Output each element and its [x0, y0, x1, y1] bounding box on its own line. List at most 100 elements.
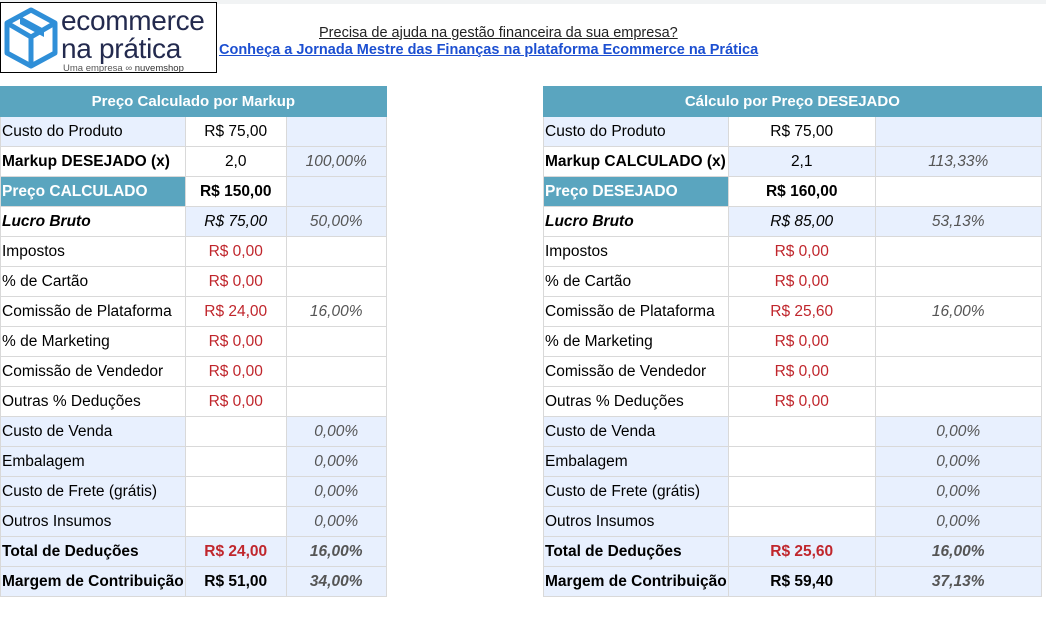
right-value-marketing: R$ 0,00: [727, 326, 876, 357]
right-label-cartao: % de Cartão: [543, 266, 729, 297]
right-value-markup: 2,1: [727, 146, 876, 177]
left-pct-insumos: 0,00%: [285, 506, 387, 537]
left-value-marketing: R$ 0,00: [184, 326, 287, 357]
right-value-frete[interactable]: [727, 476, 876, 507]
promo-question[interactable]: Precisa de ajuda na gestão financeira da…: [319, 25, 678, 41]
right-label-markup: Markup CALCULADO (x): [543, 146, 729, 177]
right-value-preco[interactable]: R$ 160,00: [727, 176, 876, 207]
right-value-insumos[interactable]: [727, 506, 876, 537]
right-pct-marketing[interactable]: [874, 326, 1042, 357]
right-label-custo-venda: Custo de Venda: [543, 416, 729, 447]
logo-sub-prefix: Uma empresa: [63, 63, 123, 74]
right-pct-embalagem: 0,00%: [874, 446, 1042, 477]
left-pct-lucro: 50,00%: [285, 206, 387, 237]
left-value-margem: R$ 51,00: [184, 566, 287, 597]
right-value-custo-produto[interactable]: R$ 75,00: [727, 116, 876, 147]
right-label-total: Total de Deduções: [543, 536, 729, 567]
left-label-cartao: % de Cartão: [0, 266, 186, 297]
right-label-comissao-plat: Comissão de Plataforma: [543, 296, 729, 327]
logo-line-1: ecommerce: [61, 5, 205, 36]
left-label-comissao-vend: Comissão de Vendedor: [0, 356, 186, 387]
nuvemshop-cloud-icon: ∞: [125, 63, 133, 74]
right-pct-impostos[interactable]: [874, 236, 1042, 267]
top-strip: [0, 0, 1046, 4]
right-pct-frete: 0,00%: [874, 476, 1042, 507]
desired-price-table-title: Cálculo por Preço DESEJADO: [543, 86, 1042, 117]
left-value-total: R$ 24,00: [184, 536, 287, 567]
left-pct-marketing[interactable]: [285, 326, 387, 357]
left-pct-margem: 34,00%: [285, 566, 387, 597]
right-label-insumos: Outros Insumos: [543, 506, 729, 537]
right-label-outras: Outras % Deduções: [543, 386, 729, 417]
left-value-lucro: R$ 75,00: [184, 206, 287, 237]
promo-link[interactable]: Conheça a Jornada Mestre das Finanças na…: [219, 42, 759, 58]
left-pct-frete: 0,00%: [285, 476, 387, 507]
left-value-cartao: R$ 0,00: [184, 266, 287, 297]
left-value-outras: R$ 0,00: [184, 386, 287, 417]
right-value-cartao: R$ 0,00: [727, 266, 876, 297]
right-value-comissao-vend: R$ 0,00: [727, 356, 876, 387]
left-value-insumos[interactable]: [184, 506, 287, 537]
right-label-custo-produto: Custo do Produto: [543, 116, 729, 147]
right-pct-margem: 37,13%: [874, 566, 1042, 597]
right-value-impostos: R$ 0,00: [727, 236, 876, 267]
right-pct-cartao[interactable]: [874, 266, 1042, 297]
right-pct-lucro: 53,13%: [874, 206, 1042, 237]
left-pct-total: 16,00%: [285, 536, 387, 567]
right-value-total: R$ 25,60: [727, 536, 876, 567]
left-label-marketing: % de Marketing: [0, 326, 186, 357]
left-pct-custo-venda: 0,00%: [285, 416, 387, 447]
left-label-comissao-plat: Comissão de Plataforma: [0, 296, 186, 327]
right-value-custo-venda[interactable]: [727, 416, 876, 447]
left-label-outras: Outras % Deduções: [0, 386, 186, 417]
right-pct-insumos: 0,00%: [874, 506, 1042, 537]
left-pct-custo-produto: [285, 116, 387, 147]
left-label-preco: Preço CALCULADO: [0, 176, 186, 207]
left-pct-cartao[interactable]: [285, 266, 387, 297]
right-value-embalagem[interactable]: [727, 446, 876, 477]
right-label-impostos: Impostos: [543, 236, 729, 267]
left-value-frete[interactable]: [184, 476, 287, 507]
right-label-lucro: Lucro Bruto: [543, 206, 729, 237]
markup-table: Preço Calculado por Markup Custo do Prod…: [0, 86, 387, 597]
right-value-lucro: R$ 85,00: [727, 206, 876, 237]
left-label-impostos: Impostos: [0, 236, 186, 267]
right-label-marketing: % de Marketing: [543, 326, 729, 357]
right-pct-comissao-vend[interactable]: [874, 356, 1042, 387]
left-label-embalagem: Embalagem: [0, 446, 186, 477]
left-pct-outras[interactable]: [285, 386, 387, 417]
left-pct-comissao-vend[interactable]: [285, 356, 387, 387]
right-label-embalagem: Embalagem: [543, 446, 729, 477]
right-pct-custo-venda: 0,00%: [874, 416, 1042, 447]
left-pct-comissao-plat[interactable]: 16,00%: [285, 296, 387, 327]
left-pct-markup: 100,00%: [285, 146, 387, 177]
right-value-outras: R$ 0,00: [727, 386, 876, 417]
left-value-custo-venda[interactable]: [184, 416, 287, 447]
left-value-custo-produto[interactable]: R$ 75,00: [184, 116, 287, 147]
desired-price-table: Cálculo por Preço DESEJADO Custo do Prod…: [543, 86, 1042, 597]
left-value-markup[interactable]: 2,0: [184, 146, 287, 177]
left-label-total: Total de Deduções: [0, 536, 186, 567]
left-pct-embalagem: 0,00%: [285, 446, 387, 477]
left-label-custo-venda: Custo de Venda: [0, 416, 186, 447]
right-label-preco: Preço DESEJADO: [543, 176, 729, 207]
right-pct-preco: [874, 176, 1042, 207]
logo-line-2: na prática: [61, 33, 181, 64]
right-label-margem: Margem de Contribuição: [543, 566, 729, 597]
brand-logo[interactable]: ecommerce na prática Uma empresa ∞ nuvem…: [0, 2, 217, 74]
left-pct-impostos[interactable]: [285, 236, 387, 267]
left-value-comissao-plat: R$ 24,00: [184, 296, 287, 327]
right-pct-comissao-plat[interactable]: 16,00%: [874, 296, 1042, 327]
left-value-embalagem[interactable]: [184, 446, 287, 477]
right-pct-total: 16,00%: [874, 536, 1042, 567]
left-label-frete: Custo de Frete (grátis): [0, 476, 186, 507]
right-pct-outras[interactable]: [874, 386, 1042, 417]
left-value-preco: R$ 150,00: [184, 176, 287, 207]
right-pct-markup: 113,33%: [874, 146, 1042, 177]
left-label-lucro: Lucro Bruto: [0, 206, 186, 237]
markup-table-title: Preço Calculado por Markup: [0, 86, 387, 117]
left-value-comissao-vend: R$ 0,00: [184, 356, 287, 387]
right-label-comissao-vend: Comissão de Vendedor: [543, 356, 729, 387]
left-label-margem: Margem de Contribuição: [0, 566, 186, 597]
cube-logo-icon: [4, 7, 58, 69]
